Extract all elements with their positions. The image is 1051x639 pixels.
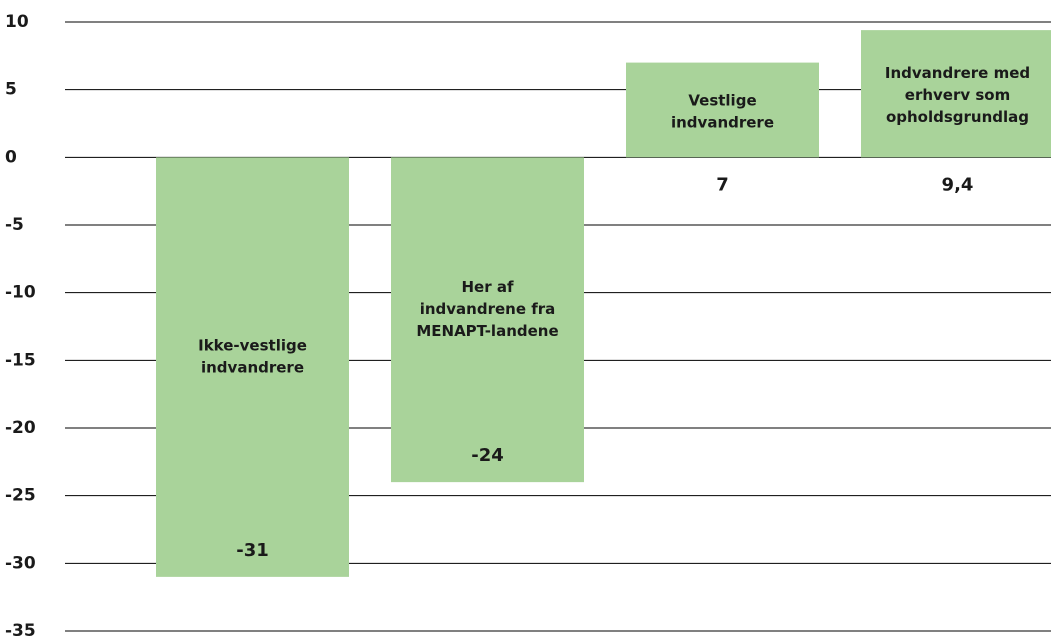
value-label: -24 [471,445,504,466]
category-label: erhverv som [905,86,1010,104]
bar [156,157,349,577]
y-tick-label: 5 [5,80,17,100]
category-label: indvandrene fra [420,300,556,318]
bar [861,30,1051,158]
bar [626,62,819,158]
bar [391,157,584,483]
y-tick-label: -30 [5,553,36,573]
y-tick-label: -20 [5,418,36,438]
y-tick-label: -5 [5,215,24,235]
category-label: indvandrere [671,113,774,131]
category-label: MENAPT-landene [416,322,558,340]
value-label: 7 [716,174,729,195]
y-tick-label: -25 [5,486,36,506]
category-label: Indvandrere med [885,64,1030,82]
y-tick-label: 0 [5,147,17,167]
y-tick-label: -35 [5,621,36,639]
category-label: indvandrere [201,359,304,377]
y-tick-label: -15 [5,350,36,370]
value-label: -31 [236,540,269,561]
y-tick-label: -10 [5,283,36,303]
value-label: 9,4 [942,174,974,195]
category-label: Ikke-vestlige [198,337,307,355]
category-label: Vestlige [688,91,756,109]
category-label: opholdsgrundlag [886,108,1029,126]
category-label: Her af [462,278,514,296]
y-tick-label: 10 [5,12,29,32]
